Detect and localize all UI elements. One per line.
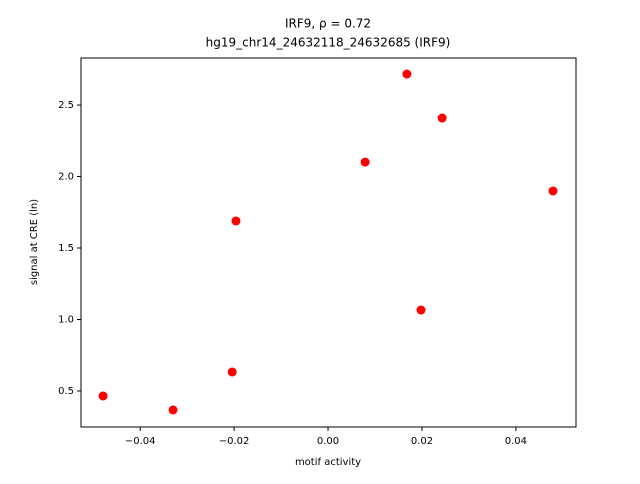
y-tick-label: 2.5 — [58, 100, 74, 111]
point — [548, 186, 558, 196]
y-axis-label: signal at CRE (ln) — [29, 199, 40, 285]
point — [98, 391, 108, 401]
point — [360, 157, 370, 167]
x-axis-label: motif activity — [295, 457, 361, 468]
y-tick-label: 0.5 — [58, 386, 74, 397]
y-tick-label: 1.5 — [58, 243, 74, 254]
x-tick-label: −0.04 — [125, 436, 156, 447]
point — [231, 216, 241, 226]
point — [416, 305, 426, 315]
point — [168, 405, 178, 415]
x-tick-label: −0.02 — [219, 436, 250, 447]
x-tick-label: 0.00 — [317, 436, 339, 447]
y-tick-label: 2.0 — [58, 172, 74, 183]
x-tick-label: 0.04 — [505, 436, 527, 447]
point — [227, 367, 237, 377]
point — [437, 113, 447, 123]
y-tick-label: 1.0 — [58, 314, 74, 325]
chart-title: IRF9, ρ = 0.72 — [285, 17, 371, 31]
chart-subtitle: hg19_chr14_24632118_24632685 (IRF9) — [206, 36, 451, 50]
point — [402, 69, 412, 79]
x-tick-label: 0.02 — [411, 436, 433, 447]
